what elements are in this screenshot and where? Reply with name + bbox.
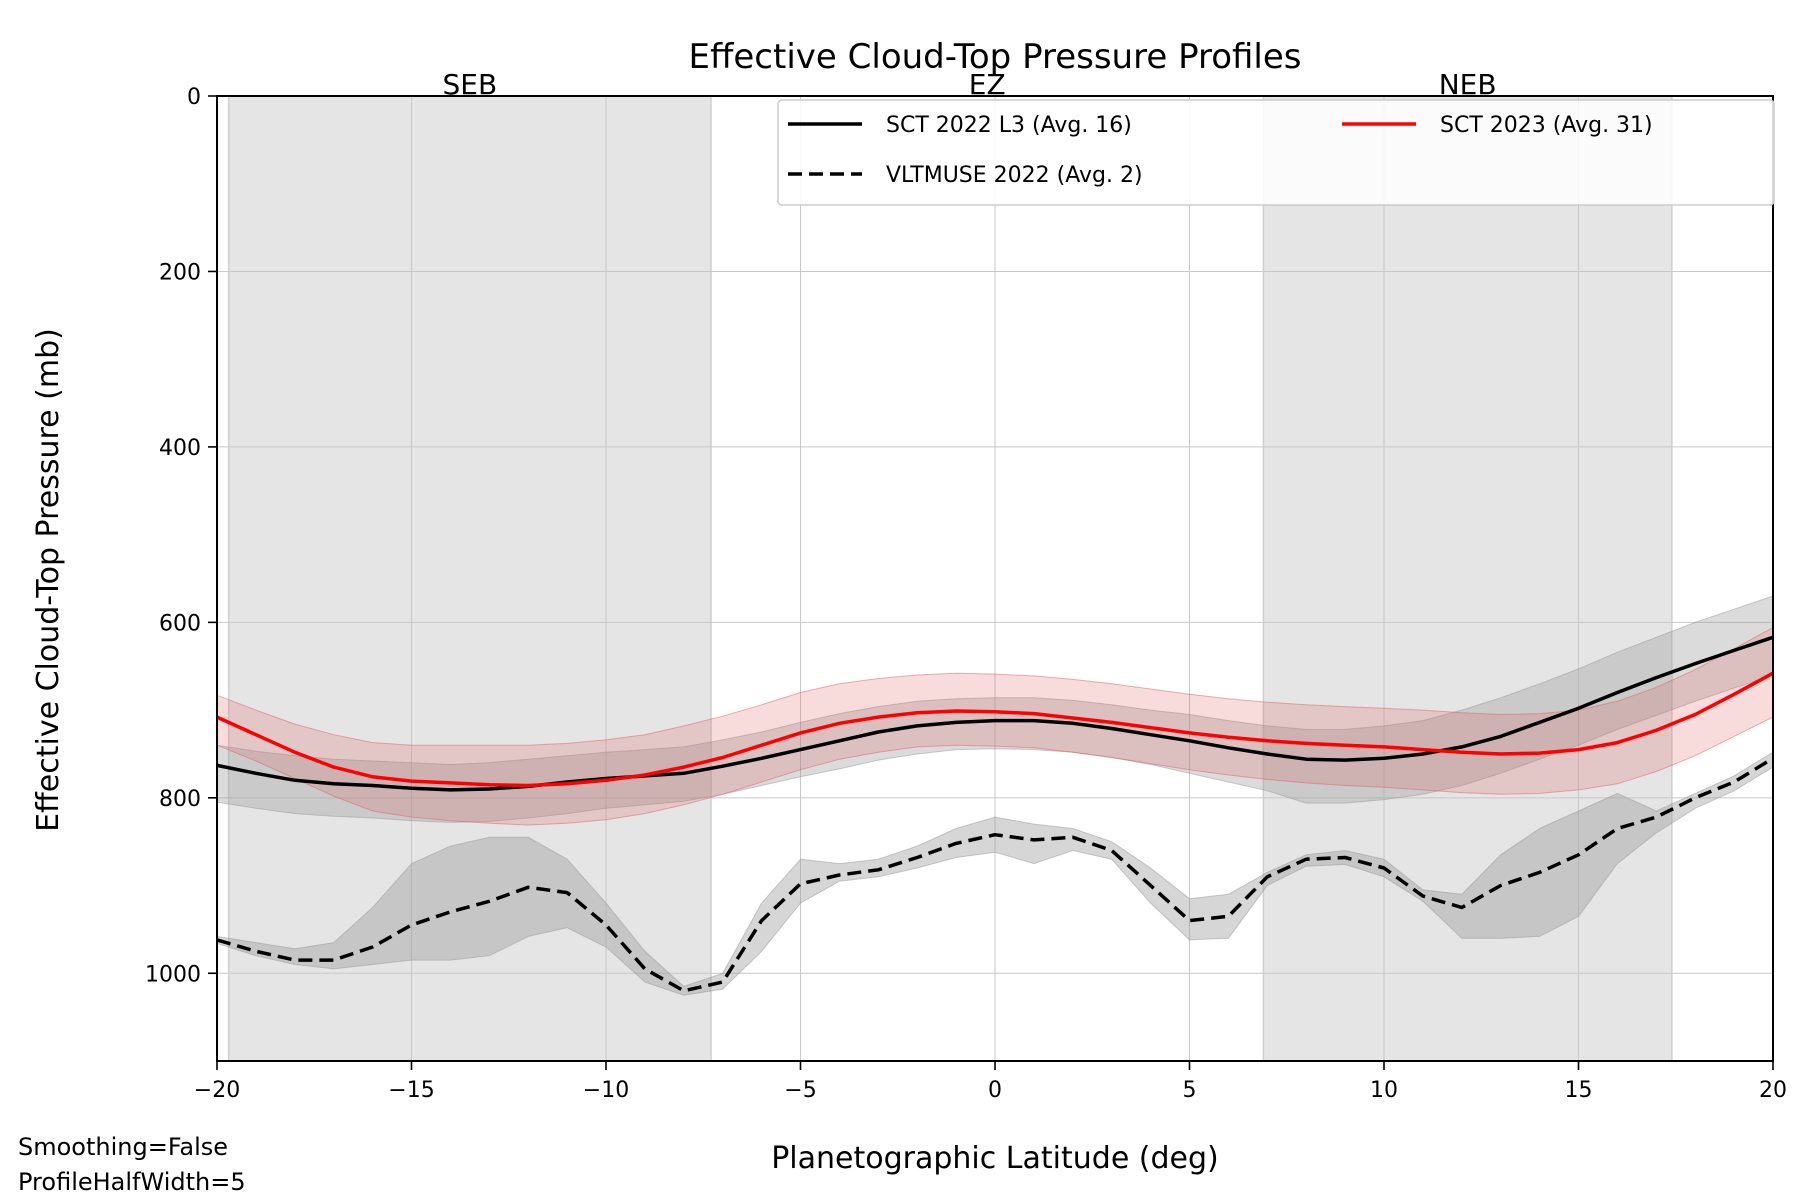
- region-label-ez: EZ: [969, 68, 1006, 101]
- region-shading-layer: [227, 95, 1673, 1062]
- chart-title: Effective Cloud-Top Pressure Profiles: [688, 37, 1301, 77]
- legend: SCT 2022 L3 (Avg. 16) VLTMUSE 2022 (Avg. …: [777, 99, 1775, 206]
- series-lines-layer: [216, 635, 1774, 993]
- legend-label-sct-2023-avg-31: SCT 2023 (Avg. 31): [1440, 113, 1653, 138]
- line-sct-2022-l3-avg-16: [216, 635, 1774, 792]
- region-labels-layer: SEB EZ NEB: [443, 68, 1497, 101]
- x-tick-label: −15: [388, 1078, 434, 1103]
- region-label-neb: NEB: [1439, 68, 1497, 101]
- legend-frame: [777, 99, 1775, 206]
- region-label-seb: SEB: [443, 68, 498, 101]
- y-tick-label: 400: [159, 436, 201, 461]
- x-tick-label: −5: [784, 1078, 816, 1103]
- x-tick-label: 10: [1370, 1078, 1398, 1103]
- y-tick-label: 1000: [145, 962, 201, 987]
- legend-label-vltmuse-2022-avg-2: VLTMUSE 2022 (Avg. 2): [886, 163, 1143, 188]
- x-tick-label: 0: [988, 1078, 1002, 1103]
- x-tick-label: −10: [583, 1078, 629, 1103]
- line-sct-2023-avg-31: [216, 671, 1774, 788]
- legend-label-sct-2022-l3-avg-16: SCT 2022 L3 (Avg. 16): [886, 113, 1132, 138]
- x-tick-label: 15: [1565, 1078, 1593, 1103]
- x-axis-title: Planetographic Latitude (deg): [771, 1141, 1219, 1176]
- line-vltmuse-2022-avg-2: [216, 756, 1774, 993]
- y-axis-title: Effective Cloud-Top Pressure (mb): [31, 328, 66, 832]
- x-tick-label: 5: [1183, 1078, 1197, 1103]
- note-smoothing: Smoothing=False: [18, 1133, 228, 1161]
- region-band-seb: [227, 95, 712, 1062]
- y-tick-label: 0: [187, 85, 201, 110]
- note-profile-half-width: ProfileHalfWidth=5: [18, 1168, 246, 1196]
- y-tick-label: 600: [159, 611, 201, 636]
- x-tick-label: 20: [1759, 1078, 1787, 1103]
- y-tick-label: 800: [159, 787, 201, 812]
- x-tick-label: −20: [194, 1078, 240, 1103]
- y-tick-label: 200: [159, 260, 201, 285]
